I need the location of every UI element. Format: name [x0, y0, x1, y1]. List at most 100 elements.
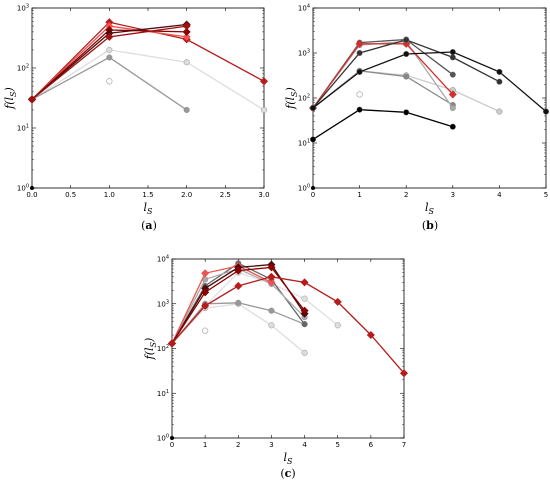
series: [310, 49, 550, 115]
data-point-diamond: [182, 22, 191, 31]
axis-origin-dot: [170, 436, 174, 440]
y-tick-label: 100: [298, 184, 310, 193]
data-point-diamond: [333, 297, 342, 306]
panel-label-a: (a): [141, 219, 157, 232]
x-tick-label: 3: [269, 441, 273, 449]
data-point-diamond: [201, 288, 210, 297]
data-point-diamond: [182, 27, 191, 36]
y-axis-label: f(lS): [284, 87, 299, 110]
y-tick-label: 100: [17, 184, 29, 193]
data-point-circle: [356, 50, 363, 57]
x-tick-label: 4: [302, 441, 307, 449]
x-tick-label: 0.0: [26, 191, 37, 199]
x-tick-label: 3: [451, 191, 455, 199]
x-tick-label: 1.0: [104, 191, 115, 199]
x-tick-label: 1: [203, 441, 207, 449]
series: [27, 22, 191, 104]
data-point-circle: [268, 322, 275, 329]
x-tick-label: 2.0: [181, 191, 192, 199]
y-tick-label: 103: [298, 49, 310, 58]
y-tick-label: 101: [298, 139, 310, 148]
data-point-open-circle: [106, 78, 113, 85]
panel-a: 0.0 0.5 1.0 1.5 2.0 2.5 3.0 100 101 102 103 lS f(lS): [3, 4, 270, 217]
data-point-diamond: [182, 32, 191, 41]
data-point-circle: [449, 123, 456, 130]
data-point-diamond: [259, 77, 269, 86]
y-tick-label: 102: [157, 344, 169, 353]
plot-frame: [31, 7, 265, 189]
series-line: [31, 49, 265, 111]
data-point-diamond: [105, 32, 114, 41]
series: [29, 46, 268, 113]
x-tick-label: 5: [544, 191, 548, 199]
data-point-circle: [334, 322, 341, 329]
data-point-diamond: [402, 39, 411, 48]
data-point-circle: [106, 54, 113, 61]
data-point-circle: [403, 73, 410, 80]
y-axis-label: f(lS): [3, 87, 18, 110]
axis-origin-dot: [30, 186, 34, 190]
data-point-circle: [301, 321, 308, 328]
x-axis-label: lS: [283, 451, 293, 466]
data-point-diamond: [234, 281, 243, 290]
y-tick-label: 103: [157, 299, 169, 308]
series-line: [312, 51, 547, 112]
data-point-diamond: [366, 331, 375, 340]
x-tick-label: 0.5: [65, 191, 76, 199]
series-line: [171, 271, 339, 344]
series: [167, 272, 409, 378]
x-tick-label: 2: [236, 441, 240, 449]
series-line: [171, 265, 272, 344]
x-tick-label: 1: [357, 191, 361, 199]
data-point-circle: [310, 104, 317, 111]
series: [167, 263, 309, 348]
data-point-circle: [183, 106, 190, 113]
x-tick-label: 2: [404, 191, 408, 199]
x-tick-label: 1.5: [142, 191, 153, 199]
data-point-open-circle: [356, 91, 363, 98]
y-tick-label: 104: [298, 4, 310, 13]
x-tick-label: 5: [335, 441, 339, 449]
data-point-circle: [235, 299, 242, 306]
data-point-circle: [403, 36, 410, 43]
data-point-circle: [301, 349, 308, 356]
x-tick-label: 7: [402, 441, 406, 449]
panel-b: 0 1 2 3 4 5 100 101 102 103 104 lS f(lS): [284, 4, 550, 216]
y-tick-label: 102: [298, 94, 310, 103]
data-point-open-circle: [201, 327, 209, 334]
data-point-circle: [106, 46, 113, 53]
y-axis-label: f(lS): [143, 338, 158, 361]
data-point-diamond: [300, 278, 309, 287]
series-line: [171, 276, 405, 374]
x-tick-label: 0: [311, 191, 315, 199]
x-axis-label: lS: [143, 201, 153, 216]
data-point-circle: [496, 78, 503, 85]
x-tick-label: 3.0: [258, 191, 269, 199]
data-point-diamond: [167, 339, 177, 348]
data-point-diamond: [201, 269, 210, 278]
series-line: [312, 109, 453, 140]
data-point-circle: [403, 51, 410, 58]
data-point-circle: [268, 307, 275, 314]
panel-label-b: (b): [422, 219, 438, 232]
data-point-circle: [449, 49, 456, 56]
data-point-circle: [403, 109, 410, 116]
series-line: [312, 40, 454, 109]
series: [310, 106, 456, 143]
y-tick-label: 102: [17, 64, 29, 73]
data-point-circle: [261, 106, 268, 113]
data-point-diamond: [399, 369, 409, 378]
data-point-circle: [496, 68, 503, 75]
data-point-circle: [449, 54, 456, 61]
plot-frame: [312, 7, 547, 189]
series: [310, 38, 456, 111]
data-point-circle: [356, 68, 363, 75]
y-tick-label: 101: [157, 389, 169, 398]
data-point-circle: [356, 106, 363, 113]
data-point-diamond: [267, 263, 276, 272]
data-point-circle: [496, 108, 503, 115]
data-point-circle: [543, 108, 550, 115]
x-tick-label: 4: [497, 191, 502, 199]
data-point-circle: [449, 71, 456, 78]
